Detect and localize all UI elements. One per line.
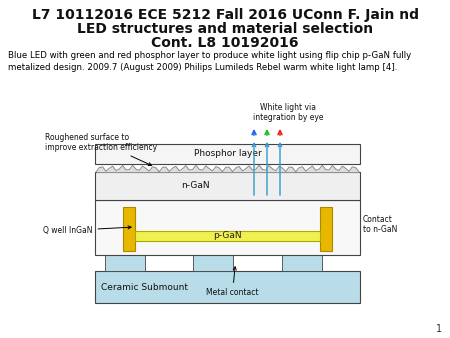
Text: Metal contact: Metal contact — [206, 267, 259, 297]
Bar — [135, 231, 320, 241]
Text: LED structures and material selection: LED structures and material selection — [77, 22, 373, 36]
Text: Blue LED with green and red phosphor layer to produce white light using flip chi: Blue LED with green and red phosphor lay… — [8, 51, 411, 72]
Bar — [95, 271, 360, 303]
Bar — [95, 172, 360, 200]
Text: L7 10112016 ECE 5212 Fall 2016 UConn F. Jain nd: L7 10112016 ECE 5212 Fall 2016 UConn F. … — [32, 8, 419, 22]
Text: White light via
integration by eye: White light via integration by eye — [253, 103, 324, 122]
Text: n-GaN: n-GaN — [181, 182, 210, 191]
Bar — [105, 255, 145, 271]
Bar — [123, 207, 135, 251]
Bar — [95, 200, 360, 255]
Text: 1: 1 — [436, 324, 442, 334]
Bar — [193, 255, 233, 271]
Text: Phosphor layer: Phosphor layer — [194, 149, 261, 159]
Bar — [282, 255, 322, 271]
Text: Cont. L8 10192016: Cont. L8 10192016 — [151, 36, 299, 50]
Text: p-GaN: p-GaN — [213, 232, 242, 241]
Text: Q well InGaN: Q well InGaN — [43, 226, 131, 235]
Text: Contact
to n-GaN: Contact to n-GaN — [363, 215, 397, 234]
Bar — [320, 207, 332, 251]
Text: Roughened surface to
improve extraction efficiency: Roughened surface to improve extraction … — [45, 132, 157, 166]
Text: Ceramic Submount: Ceramic Submount — [101, 283, 188, 291]
Bar — [95, 144, 360, 164]
